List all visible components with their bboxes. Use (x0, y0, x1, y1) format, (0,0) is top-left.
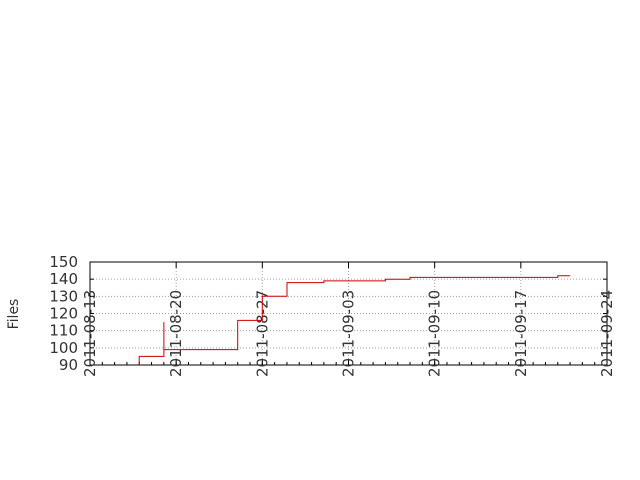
y-tick-label: 150 (49, 253, 78, 271)
y-tick-label: 120 (49, 305, 78, 323)
x-tick-label: 2011-09-10 (426, 290, 444, 377)
y-tick-label: 110 (49, 322, 78, 340)
x-tick-label: 2011-09-24 (598, 290, 616, 377)
y-tick-label: 90 (59, 356, 78, 374)
x-tick-label: 2011-09-03 (340, 290, 358, 377)
y-tick-label: 100 (49, 339, 78, 357)
y-tick-label: 130 (49, 287, 78, 305)
series-line (138, 275, 571, 365)
y-axis-label: Files (6, 299, 22, 330)
series-layer (138, 275, 571, 365)
x-tick-label: 2011-08-27 (253, 290, 271, 377)
x-axis-tick-labels: 2011-08-13 2011-08-20 2011-08-27 2011-09-03… (81, 290, 616, 377)
y-tick-label: 140 (49, 270, 78, 288)
x-tick-label: 2011-08-13 (81, 290, 99, 377)
x-tick-label: 2011-08-20 (167, 290, 185, 377)
x-tick-label: 2011-09-17 (512, 290, 530, 377)
